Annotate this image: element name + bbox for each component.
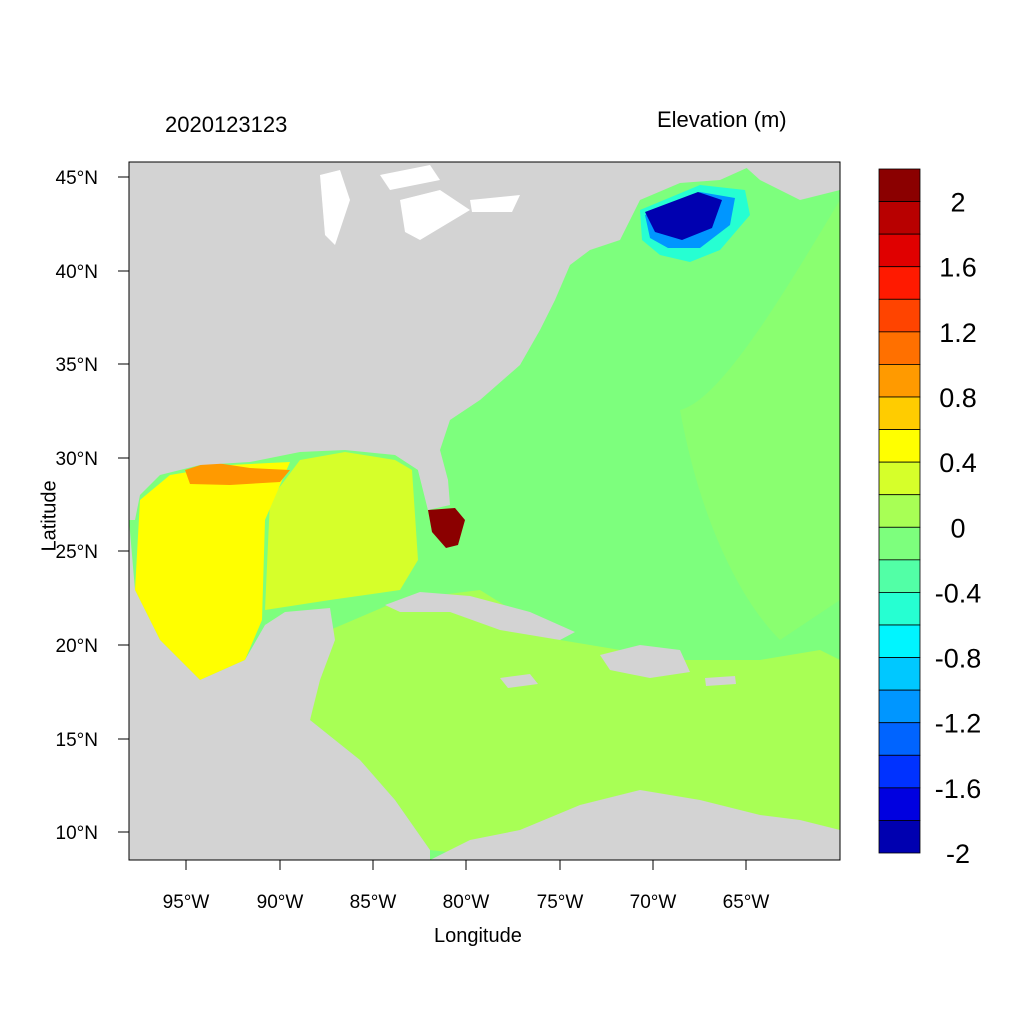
- colorbar-label: 2: [950, 188, 965, 218]
- colorbar-bin: [878, 364, 921, 398]
- western-gulf: [135, 462, 290, 680]
- lon-tick-label: 65°W: [723, 892, 770, 913]
- lon-tick-label: 80°W: [443, 892, 490, 913]
- colorbar-bin: [878, 526, 921, 561]
- colorbar: 2 1.6 1.2 0.8 0.4 0 -0.4 -0.8 -1.2 -1.6 -2: [878, 168, 982, 869]
- colorbar-bin: [878, 820, 921, 854]
- lat-tick-label: 15°N: [56, 730, 98, 751]
- colorbar-bin: [878, 722, 921, 756]
- x-axis-label: Longitude: [434, 925, 522, 947]
- colorbar-label: -0.8: [935, 644, 982, 674]
- lake-huron: [380, 165, 440, 190]
- colorbar-label: 0.4: [939, 448, 977, 478]
- colorbar-label: 0: [950, 513, 965, 543]
- atlantic-east-region: [680, 200, 840, 640]
- south-america-land: [430, 790, 840, 860]
- colorbar-bin: [878, 298, 921, 333]
- south-florida-anomaly: [428, 508, 465, 548]
- lat-tick-label: 20°N: [56, 636, 98, 657]
- lon-tick-label: 85°W: [350, 892, 397, 913]
- colorbar-label: -1.2: [935, 709, 982, 739]
- mexico-central-america-land: [129, 520, 430, 860]
- lat-tick-label: 10°N: [56, 823, 98, 844]
- colorbar-bin: [878, 396, 921, 430]
- lat-tick-label: 45°N: [56, 168, 98, 189]
- lake-erie: [400, 190, 470, 240]
- lon-tick-label: 95°W: [163, 892, 210, 913]
- yucatan-land: [265, 608, 335, 720]
- colorbar-bin: [878, 461, 921, 496]
- colorbar-bin: [878, 592, 921, 626]
- hispaniola-land: [600, 645, 690, 678]
- lat-tick-label: 30°N: [56, 449, 98, 470]
- lat-tick-label: 25°N: [56, 542, 98, 563]
- colorbar-label: 1.2: [939, 318, 977, 348]
- colorbar-label: 1.6: [939, 253, 977, 283]
- nova-scotia-land: [740, 162, 840, 200]
- caribbean-sea: [310, 590, 840, 860]
- map-frame: [128, 161, 841, 861]
- map-canvas: [129, 162, 840, 860]
- puerto-rico-land: [705, 676, 736, 686]
- colorbar-label: -1.6: [935, 774, 982, 804]
- colorbar-bin: [878, 689, 921, 724]
- colorbar-bin: [878, 233, 921, 268]
- lon-tick-label: 90°W: [257, 892, 304, 913]
- colorbar-bin: [878, 266, 921, 300]
- colorbar-bin: [878, 429, 921, 463]
- colorbar-label: -2: [946, 839, 970, 869]
- lake-michigan: [320, 170, 350, 245]
- axis-ticks: 95°W 90°W 85°W 80°W 75°W 70°W 65°W 45°N 40°N 35°N…: [56, 168, 770, 913]
- louisiana-shelf-anomaly: [185, 462, 290, 485]
- colorbar-bin: [878, 201, 921, 235]
- lon-tick-label: 75°W: [537, 892, 584, 913]
- colorbar-bin: [878, 754, 921, 789]
- colorbar-bin: [878, 657, 921, 691]
- jamaica-land: [500, 674, 538, 688]
- colorbar-bin: [878, 624, 921, 658]
- variable-label: Elevation (m): [657, 107, 787, 132]
- lat-tick-label: 35°N: [56, 355, 98, 376]
- gulf-of-maine-core: [645, 192, 722, 240]
- date-label: 2020123123: [165, 112, 288, 137]
- lat-tick-label: 40°N: [56, 262, 98, 283]
- colorbar-bin: [878, 787, 921, 821]
- cuba-land: [385, 592, 575, 640]
- colorbar-label: -0.4: [935, 578, 982, 608]
- colorbar-bin: [878, 331, 921, 365]
- lon-tick-label: 70°W: [630, 892, 677, 913]
- florida-land: [418, 450, 450, 510]
- colorbar-bin: [878, 494, 921, 528]
- north-america-land: [129, 162, 760, 520]
- lake-ontario: [470, 195, 520, 212]
- colorbar-bin: [878, 168, 921, 202]
- colorbar-label: 0.8: [939, 383, 977, 413]
- colorbar-bin: [878, 559, 921, 593]
- eastern-gulf: [265, 452, 418, 610]
